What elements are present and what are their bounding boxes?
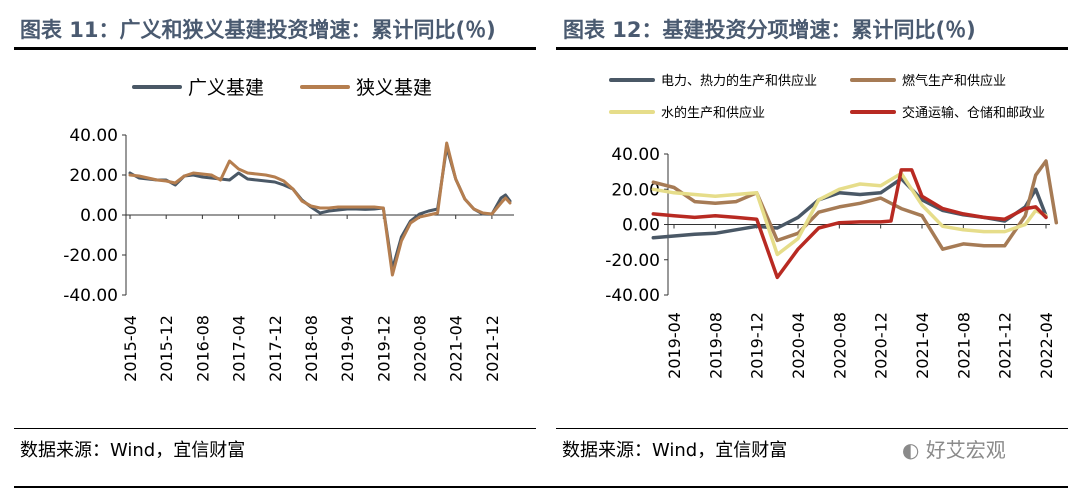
right-legend-label-3: 交通运输、仓储和邮政业 (902, 105, 1045, 121)
watermark-label: 好艾宏观 (925, 438, 1006, 462)
left-x-tick-label: 2021-12 (483, 315, 502, 382)
left-legend-label-1: 狭义基建 (356, 77, 432, 99)
right-source-divider (556, 428, 1068, 429)
right-x-tick-label: 2019-08 (706, 312, 725, 379)
left-x-tick-label: 2020-08 (411, 315, 430, 382)
right-legend-label-1: 燃气生产和供应业 (902, 73, 1006, 89)
right-legend-label-0: 电力、热力的生产和供应业 (661, 73, 817, 89)
left-x-tick-label: 2015-04 (121, 315, 140, 382)
right-y-tick-label: 40.00 (611, 145, 660, 165)
right-y-tick-label: 0.00 (622, 216, 660, 236)
right-y-tick-label: 20.00 (611, 180, 660, 200)
left-y-tick-label: 0.00 (80, 206, 118, 226)
left-x-tick-label: 2019-04 (338, 315, 357, 382)
right-x-tick-label: 2019-04 (665, 312, 684, 379)
left-source-note: 数据来源：Wind，宜信财富 (20, 440, 246, 461)
right-line-chart: 40.00 20.00 0.00 -20.00 -40.00 2019-04 2019-08… (605, 73, 1059, 379)
right-x-tick-label: 2020-12 (872, 312, 891, 379)
left-series-line-1 (128, 141, 512, 277)
left-x-tick-label: 2015-12 (157, 315, 176, 382)
right-series-line-1 (651, 159, 1059, 251)
left-x-tick-label: 2016-08 (193, 315, 212, 382)
right-source-note: 数据来源：Wind，宜信财富 (562, 440, 788, 461)
left-x-tick-label: 2017-12 (266, 315, 285, 382)
left-title-underline (14, 47, 536, 50)
right-x-tick-label: 2022-04 (1037, 312, 1056, 379)
left-y-tick-label: -40.00 (63, 286, 118, 306)
left-chart-title: 图表 11：广义和狭义基建投资增速：累计同比(％) (20, 18, 496, 42)
right-x-tick-label: 2021-12 (996, 312, 1015, 379)
left-legend-label-0: 广义基建 (188, 77, 264, 99)
right-y-tick-label: -40.00 (605, 286, 660, 306)
bottom-border (14, 486, 1068, 488)
left-y-tick-label: 20.00 (69, 166, 118, 186)
wechat-watermark: ◐ 好艾宏观 (902, 434, 1006, 463)
right-chart-title: 图表 12：基建投资分项增速：累计同比(％) (563, 18, 976, 42)
right-x-tick-label: 2021-04 (913, 312, 932, 379)
left-x-tick-label: 2017-04 (230, 315, 249, 382)
right-x-tick-label: 2019-12 (748, 312, 767, 379)
left-source-divider (14, 428, 536, 429)
left-y-tick-label: -20.00 (63, 246, 118, 266)
left-x-tick-label: 2019-12 (374, 315, 393, 382)
wechat-icon: ◐ (902, 438, 920, 462)
left-x-tick-label: 2018-08 (302, 315, 321, 382)
right-series-line-3 (651, 168, 1048, 280)
right-x-tick-label: 2020-04 (789, 312, 808, 379)
left-y-tick-label: 40.00 (69, 126, 118, 146)
right-x-tick-label: 2020-08 (830, 312, 849, 379)
right-title-underline (556, 47, 1068, 50)
right-y-tick-label: -20.00 (605, 251, 660, 271)
left-x-tick-label: 2021-04 (447, 315, 466, 382)
right-x-tick-label: 2021-08 (954, 312, 973, 379)
right-legend-label-2: 水的生产和供应业 (661, 105, 765, 121)
right-series-line-2 (651, 171, 1048, 257)
